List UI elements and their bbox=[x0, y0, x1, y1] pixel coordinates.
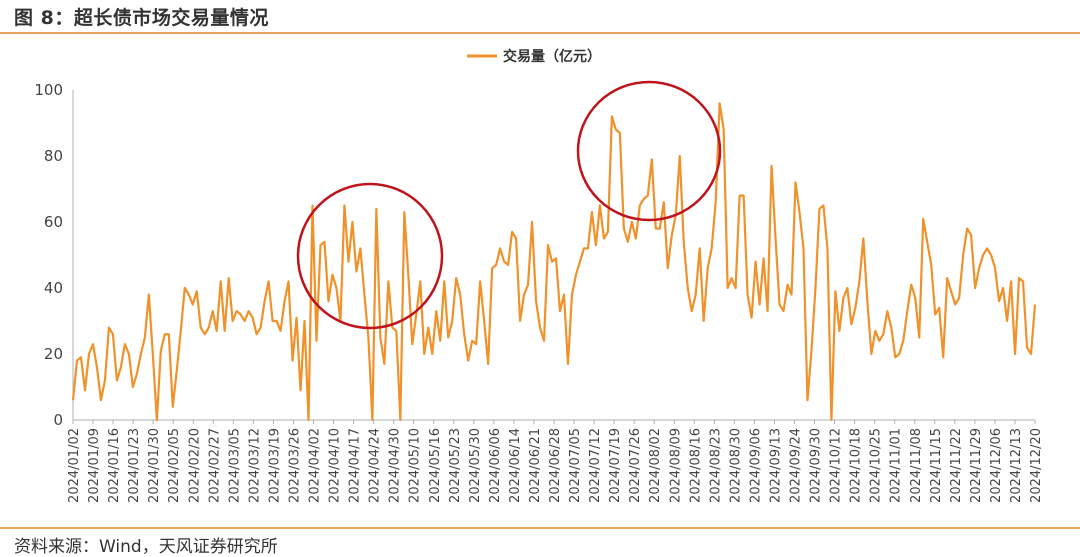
y-tick-label: 20 bbox=[44, 345, 63, 363]
x-tick-label: 2024/10/12 bbox=[829, 428, 844, 503]
x-tick-label: 2024/02/05 bbox=[167, 428, 182, 503]
x-tick-label: 2024/09/13 bbox=[768, 428, 783, 503]
x-tick-label: 2024/11/01 bbox=[889, 428, 904, 503]
y-tick-label: 60 bbox=[44, 213, 63, 231]
x-tick-label: 2024/08/30 bbox=[728, 428, 743, 503]
x-tick-label: 2024/06/14 bbox=[508, 428, 523, 503]
x-tick-label: 2024/08/23 bbox=[708, 428, 723, 503]
x-tick-label: 2024/08/16 bbox=[688, 428, 703, 503]
x-tick-label: 2024/01/30 bbox=[147, 428, 162, 503]
y-tick-label: 40 bbox=[44, 279, 63, 297]
x-tick-label: 2024/12/06 bbox=[989, 428, 1004, 503]
source-note: 资料来源：Wind，天风证券研究所 bbox=[14, 537, 278, 557]
top-rule bbox=[0, 32, 1080, 34]
x-tick-label: 2024/01/16 bbox=[107, 428, 122, 503]
highlight-circle-august bbox=[576, 80, 722, 222]
x-tick-label: 2024/09/30 bbox=[809, 428, 824, 503]
x-tick-label: 2024/02/27 bbox=[207, 428, 222, 503]
x-tick-label: 2024/12/20 bbox=[1029, 428, 1044, 503]
x-tick-label: 2024/03/26 bbox=[287, 428, 302, 503]
x-tick-label: 2024/11/22 bbox=[949, 428, 964, 503]
x-tick-label: 2024/03/19 bbox=[267, 428, 282, 503]
x-tick-label: 2024/10/18 bbox=[849, 428, 864, 503]
legend-label: 交易量（亿元） bbox=[503, 48, 601, 65]
x-tick-label: 2024/06/06 bbox=[488, 428, 503, 503]
y-tick-label: 80 bbox=[44, 147, 63, 165]
x-tick-label: 2024/04/02 bbox=[308, 428, 323, 503]
x-tick-label: 2024/04/24 bbox=[368, 428, 383, 503]
highlight-circle-april bbox=[296, 182, 444, 330]
x-tick-label: 2024/05/30 bbox=[468, 428, 483, 503]
legend: 交易量（亿元） bbox=[467, 48, 601, 65]
x-tick-label: 2024/07/05 bbox=[568, 428, 583, 503]
x-tick-label: 2024/06/21 bbox=[528, 428, 543, 503]
x-tick-label: 2024/04/30 bbox=[388, 428, 403, 503]
y-tick-label: 0 bbox=[53, 411, 63, 429]
x-tick-label: 2024/06/28 bbox=[548, 428, 563, 503]
x-tick-label: 2024/07/12 bbox=[588, 428, 603, 503]
x-tick-label: 2024/11/29 bbox=[969, 428, 984, 503]
x-tick-label: 2024/03/05 bbox=[227, 428, 242, 503]
x-tick-label: 2024/10/25 bbox=[869, 428, 884, 503]
x-tick-label: 2024/02/20 bbox=[187, 428, 202, 503]
figure-title: 图 8：超长债市场交易量情况 bbox=[14, 7, 269, 29]
x-tick-label: 2024/08/02 bbox=[648, 428, 663, 503]
y-tick-label: 100 bbox=[34, 81, 63, 99]
x-tick-label: 2024/03/12 bbox=[247, 428, 262, 503]
x-tick-label: 2024/09/24 bbox=[789, 428, 804, 503]
x-tick-label: 2024/07/19 bbox=[608, 428, 623, 503]
bottom-rule bbox=[0, 527, 1080, 529]
x-tick-label: 2024/01/09 bbox=[87, 428, 102, 503]
x-tick-label: 2024/12/13 bbox=[1009, 428, 1024, 503]
x-tick-label: 2024/09/06 bbox=[748, 428, 763, 503]
x-tick-label: 2024/07/26 bbox=[628, 428, 643, 503]
x-tick-label: 2024/11/08 bbox=[909, 428, 924, 503]
x-tick-label: 2024/08/09 bbox=[668, 428, 683, 503]
x-tick-label: 2024/05/16 bbox=[428, 428, 443, 503]
x-tick-label: 2024/05/10 bbox=[408, 428, 423, 503]
y-tick-labels: 0 20 40 60 80 100 bbox=[34, 81, 63, 429]
x-tick-label: 2024/01/02 bbox=[67, 428, 82, 503]
x-tick-label: 2024/04/17 bbox=[348, 428, 363, 503]
x-tick-labels: 2024/01/02 2024/01/09 2024/01/16 2024/01/23… bbox=[67, 420, 1044, 503]
x-tick-label: 2024/05/23 bbox=[448, 428, 463, 503]
x-tick-label: 2024/04/10 bbox=[328, 428, 343, 503]
x-tick-label: 2024/01/23 bbox=[127, 428, 142, 503]
x-tick-label: 2024/11/15 bbox=[929, 428, 944, 503]
series-line-trading-volume bbox=[71, 102, 1037, 422]
